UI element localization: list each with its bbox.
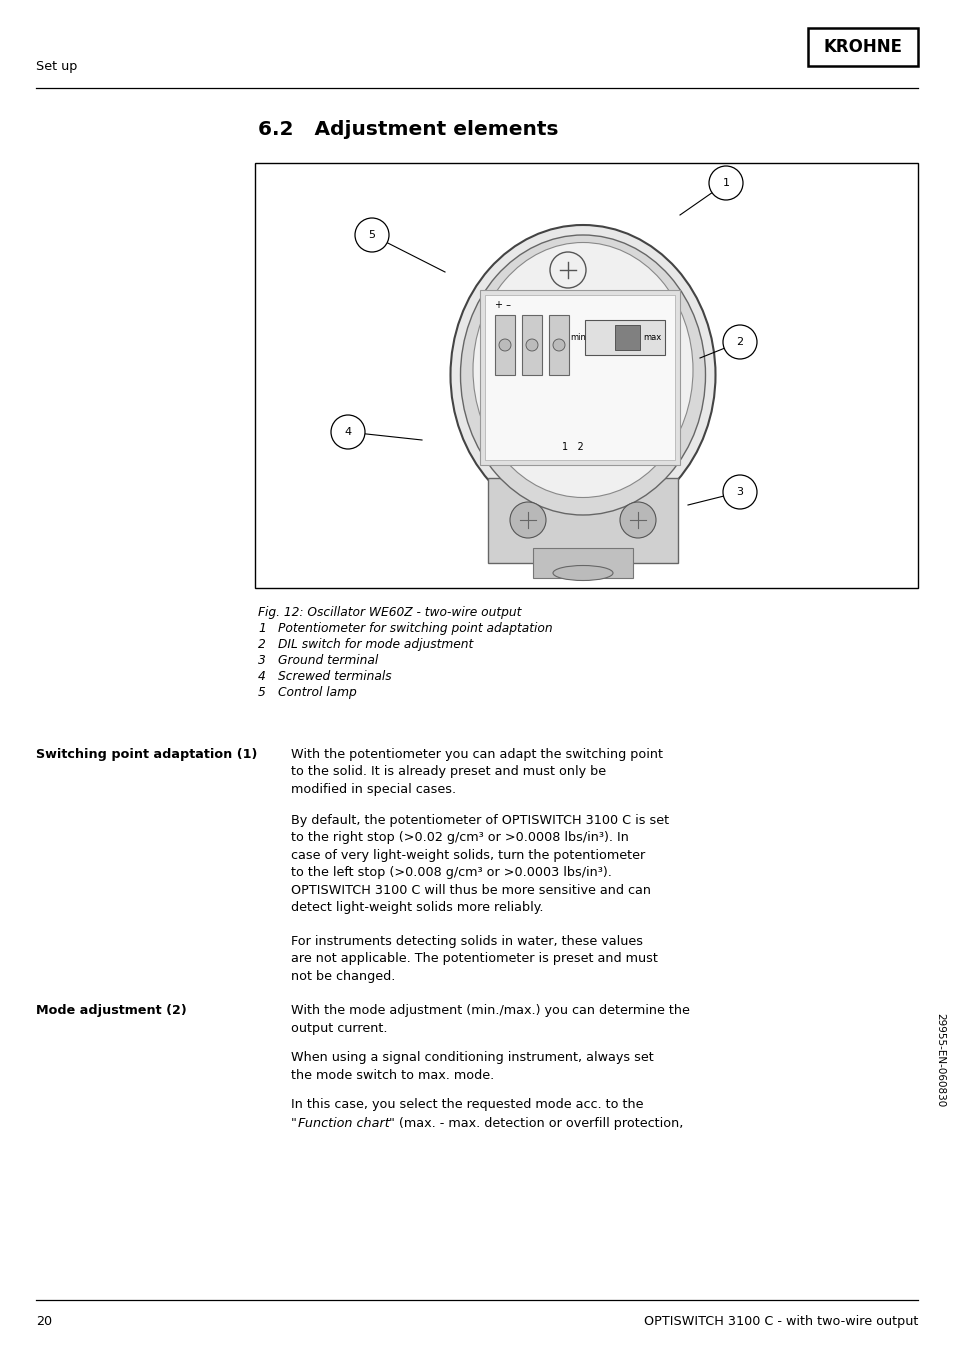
Text: 1: 1 — [721, 178, 729, 188]
Circle shape — [550, 251, 585, 288]
Text: 4: 4 — [257, 671, 266, 683]
Text: 3: 3 — [736, 487, 742, 498]
Text: Mode adjustment (2): Mode adjustment (2) — [36, 1005, 187, 1017]
Text: Switching point adaptation (1): Switching point adaptation (1) — [36, 748, 257, 761]
Text: 3: 3 — [257, 654, 266, 667]
Ellipse shape — [473, 242, 692, 498]
Text: When using a signal conditioning instrument, always set
the mode switch to max. : When using a signal conditioning instrum… — [291, 1052, 653, 1082]
Text: 1: 1 — [257, 622, 266, 635]
Circle shape — [553, 339, 564, 352]
Text: By default, the potentiometer of OPTISWITCH 3100 C is set
to the right stop (>0.: By default, the potentiometer of OPTISWI… — [291, 814, 668, 914]
Text: max: max — [642, 334, 660, 342]
Bar — [495, 315, 515, 375]
Bar — [521, 315, 541, 375]
Circle shape — [525, 339, 537, 352]
Ellipse shape — [460, 235, 705, 515]
Ellipse shape — [450, 224, 715, 525]
Text: Function chart: Function chart — [297, 1117, 390, 1130]
Bar — [584, 320, 664, 356]
Text: 29955-EN-060830: 29955-EN-060830 — [934, 1013, 944, 1107]
Text: 2: 2 — [257, 638, 266, 652]
Bar — [533, 548, 633, 579]
Text: 1   2: 1 2 — [561, 442, 583, 452]
Text: 4: 4 — [344, 427, 352, 437]
Text: Fig. 12: Oscillator WE60Z - two-wire output: Fig. 12: Oscillator WE60Z - two-wire out… — [257, 606, 521, 619]
Text: OPTISWITCH 3100 C - with two-wire output: OPTISWITCH 3100 C - with two-wire output — [643, 1315, 917, 1328]
Text: 5: 5 — [257, 685, 266, 699]
Bar — [484, 295, 675, 460]
Circle shape — [355, 218, 389, 251]
Circle shape — [722, 324, 757, 360]
Text: 20: 20 — [36, 1315, 52, 1328]
Text: With the mode adjustment (min./max.) you can determine the
output current.: With the mode adjustment (min./max.) you… — [291, 1005, 689, 1034]
Text: min: min — [569, 334, 585, 342]
Text: Potentiometer for switching point adaptation: Potentiometer for switching point adapta… — [277, 622, 552, 635]
Bar — [488, 479, 678, 562]
Circle shape — [510, 502, 545, 538]
Text: 2: 2 — [736, 337, 742, 347]
Bar — [479, 289, 679, 465]
Text: 6.2   Adjustment elements: 6.2 Adjustment elements — [257, 120, 558, 139]
Text: DIL switch for mode adjustment: DIL switch for mode adjustment — [277, 638, 473, 652]
Text: + –: + – — [495, 300, 511, 310]
Text: Ground terminal: Ground terminal — [277, 654, 377, 667]
Text: KROHNE: KROHNE — [822, 38, 902, 55]
Text: Set up: Set up — [36, 59, 77, 73]
Circle shape — [708, 166, 742, 200]
Bar — [615, 324, 639, 350]
Text: With the potentiometer you can adapt the switching point
to the solid. It is alr: With the potentiometer you can adapt the… — [291, 748, 662, 796]
Text: Screwed terminals: Screwed terminals — [277, 671, 392, 683]
Bar — [548, 315, 568, 375]
Text: Control lamp: Control lamp — [277, 685, 356, 699]
Text: In this case, you select the requested mode acc. to the: In this case, you select the requested m… — [291, 1098, 643, 1111]
Circle shape — [722, 475, 757, 508]
Circle shape — [331, 415, 365, 449]
Text: For instruments detecting solids in water, these values
are not applicable. The : For instruments detecting solids in wate… — [291, 934, 658, 983]
Bar — [807, 28, 917, 66]
Ellipse shape — [553, 565, 613, 580]
Text: " (max. - max. detection or overfill protection,: " (max. - max. detection or overfill pro… — [389, 1117, 682, 1130]
Circle shape — [498, 339, 511, 352]
Circle shape — [619, 502, 656, 538]
Text: 5: 5 — [368, 230, 375, 241]
Text: ": " — [291, 1117, 296, 1130]
Bar — [254, 164, 917, 588]
